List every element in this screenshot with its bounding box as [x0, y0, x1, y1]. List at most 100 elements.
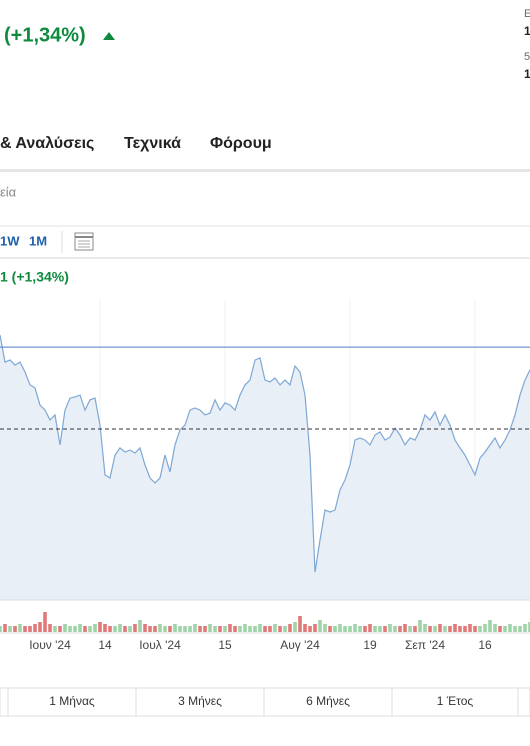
volume-bar [413, 626, 417, 632]
x-tick-label: 15 [218, 638, 232, 652]
side-value: 1 [524, 67, 530, 81]
volume-bar [103, 624, 107, 632]
volume-bar [438, 624, 442, 632]
volume-bar [483, 624, 487, 632]
volume-bar [423, 624, 427, 632]
volume-bar [393, 626, 397, 632]
volume-bar [488, 620, 492, 632]
volume-bar [198, 626, 202, 632]
volume-bar [428, 626, 432, 632]
volume-bar [183, 626, 187, 632]
volume-bar [0, 626, 2, 632]
volume-bar [138, 620, 142, 632]
volume-bar [23, 626, 27, 632]
volume-bar [158, 624, 162, 632]
volume-bar [498, 626, 502, 632]
side-label: Ε [524, 8, 530, 20]
side-value: 1 [524, 24, 530, 38]
tab[interactable]: Τεχνικά [124, 135, 181, 152]
volume-bar [453, 624, 457, 632]
period-button[interactable]: 1W [0, 233, 20, 248]
volume-bar [293, 622, 297, 632]
volume-bar [143, 624, 147, 632]
x-tick-label: Αυγ '24 [280, 638, 320, 652]
volume-bar [188, 626, 192, 632]
volume-bar [178, 626, 182, 632]
volume-bar [288, 624, 292, 632]
volume-bar [363, 626, 367, 632]
price-change: (+1,34%) [4, 24, 86, 46]
tab-divider [0, 169, 530, 172]
x-tick-label: Ιουν '24 [29, 638, 71, 652]
volume-bar [268, 626, 272, 632]
volume-bar [168, 626, 172, 632]
chart-change: 1 (+1,34%) [0, 269, 69, 285]
volume-bar [223, 626, 227, 632]
volume-bar [3, 624, 7, 632]
volume-bar [63, 624, 67, 632]
range-button[interactable]: 1 Μήνας [49, 694, 95, 708]
volume-bar [298, 616, 302, 632]
price-line [0, 334, 530, 573]
volume-bar [443, 626, 447, 632]
volume-bar [273, 624, 277, 632]
volume-bar [328, 626, 332, 632]
range-button[interactable]: 3 Μήνες [178, 694, 222, 708]
volume-bar [448, 626, 452, 632]
volume-bar [248, 626, 252, 632]
volume-bar [193, 624, 197, 632]
volume-bar [458, 626, 462, 632]
volume-bar [403, 624, 407, 632]
volume-bar [508, 624, 512, 632]
volume-bar [78, 624, 82, 632]
icon-frame [74, 232, 94, 251]
volume-bar [258, 624, 262, 632]
volume-bar [208, 624, 212, 632]
volume-bar [478, 626, 482, 632]
volume-bar [8, 626, 12, 632]
volume-bar [518, 626, 522, 632]
area [0, 335, 530, 600]
volume-bar [283, 626, 287, 632]
volume-bar [68, 626, 72, 632]
tab[interactable]: Φόρουμ [210, 135, 272, 152]
volume-bar [343, 626, 347, 632]
volume-bar [58, 626, 62, 632]
volume-bar [528, 622, 530, 632]
volume-bar [123, 626, 127, 632]
volume-bar [83, 626, 87, 632]
tab[interactable]: & Αναλύσεις [0, 135, 94, 152]
breadcrumb: εία [0, 184, 17, 199]
volume-bar [313, 624, 317, 632]
range-button[interactable]: 6 Μήνες [306, 694, 350, 708]
volume-bar [263, 626, 267, 632]
range-button[interactable]: 1 Έτος [437, 694, 474, 708]
period-button[interactable]: 1M [29, 233, 47, 248]
volume-bar [18, 624, 22, 632]
plot [0, 300, 530, 600]
volume-bar [463, 626, 467, 632]
volume-bar [38, 622, 42, 632]
table-icon[interactable] [74, 232, 94, 251]
volume-bar [318, 620, 322, 632]
volume-bar [218, 626, 222, 632]
volume-bar [118, 624, 122, 632]
volume-bar [133, 624, 137, 632]
volume-bar [53, 626, 57, 632]
volume-bar [43, 612, 47, 632]
volume-bar [378, 626, 382, 632]
volume-bar [408, 626, 412, 632]
volume-bar [303, 624, 307, 632]
volume-bar [228, 624, 232, 632]
volume-bar [48, 624, 52, 632]
volume-bar [473, 626, 477, 632]
volume-bar [383, 626, 387, 632]
volume-bar [308, 626, 312, 632]
volume-bar [323, 624, 327, 632]
volume-bar [433, 626, 437, 632]
volume-bar [513, 626, 517, 632]
volume-bar [493, 624, 497, 632]
x-tick-label: 19 [363, 638, 377, 652]
